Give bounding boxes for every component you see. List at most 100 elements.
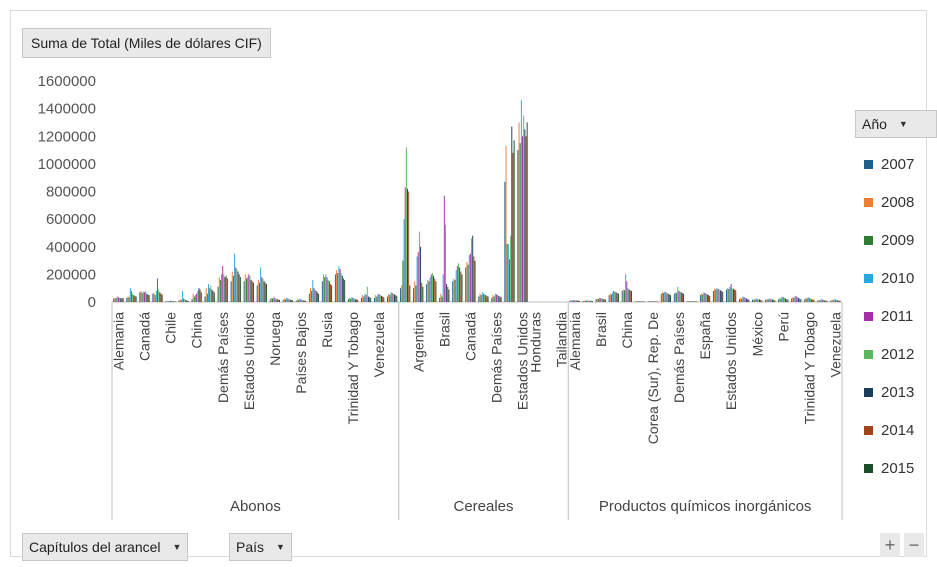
bar-productos-Brasil-2013 (602, 298, 604, 302)
y-tick-label: 800000 (46, 184, 96, 201)
value-field-button[interactable]: Suma de Total (Miles de dólares CIF) (22, 28, 271, 58)
bar-abonos-cat-2008 (336, 270, 338, 302)
bar-abonos-cat-2008 (309, 288, 311, 302)
bar-productos-Venezuela-2010 (833, 299, 835, 302)
x-tick-label: Demás Países (671, 312, 687, 403)
legend-swatch (864, 425, 873, 435)
collapse-button[interactable]: − (904, 533, 924, 557)
legend-label: 2013 (881, 383, 915, 401)
bar-abonos-cat-2011 (313, 288, 315, 302)
bar-productos-Trinidad Y Tobago-2013 (811, 299, 813, 302)
bar-abonos-cat-2013 (133, 295, 135, 302)
x-tick-label: Brasil (436, 312, 452, 347)
x-tick-label: Estados Unidos (723, 312, 739, 410)
bar-abonos-Demás Países-2008 (218, 277, 220, 302)
capitulos-filter-button[interactable]: Capítulos del arancel ▼ (22, 533, 189, 561)
bar-productos-Trinidad Y Tobago-2008 (805, 297, 807, 302)
bar-productos-cat-2012 (640, 301, 642, 302)
bar-cereales-cat-2007 (400, 288, 402, 302)
bar-productos-España-2011 (704, 293, 706, 302)
bar-productos-cat-2011 (717, 288, 719, 302)
y-tick-label: 200000 (46, 266, 96, 283)
x-tick-label: Demás Países (489, 312, 505, 403)
bar-abonos-China-2015 (200, 292, 202, 302)
bar-abonos-cat-2009 (206, 293, 208, 302)
bar-cereales-cat-2007 (478, 296, 480, 302)
bar-cereales-Estados Unidos-2013 (524, 129, 526, 302)
bar-abonos-Países Bajos-2010 (299, 298, 301, 302)
bar-productos-cat-2012 (744, 297, 746, 302)
bar-abonos-cat-2011 (235, 267, 237, 302)
bar-productos-Estados Unidos-2014 (734, 289, 736, 302)
bar-cereales-cat-2009 (402, 260, 404, 302)
bar-productos-Perú-2011 (782, 297, 784, 302)
bar-abonos-cat-2013 (263, 281, 265, 302)
bar-productos-Corea (Sur), Rep. De-2014 (655, 301, 657, 302)
expand-button[interactable]: + (880, 533, 900, 557)
bar-abonos-Canadá-2008 (140, 290, 142, 302)
bar-productos-Alemania-2014 (577, 300, 579, 302)
bar-abonos-cat-2015 (187, 300, 189, 302)
bar-cereales-Brasil-2014 (447, 286, 449, 302)
legend-field-button[interactable]: Año ▼ (855, 110, 937, 138)
bar-productos-España-2013 (706, 294, 708, 302)
bar-productos-Perú-2015 (787, 299, 789, 302)
bar-cereales-cat-2012 (510, 235, 512, 302)
bar-abonos-cat-2009 (259, 282, 260, 302)
y-tick-label: 1400000 (38, 101, 96, 118)
dropdown-arrow-icon: ▼ (172, 542, 182, 552)
bar-cereales-cat-2008 (427, 279, 429, 302)
bar-cereales-cat-2011 (456, 266, 458, 302)
bar-productos-cat-2011 (795, 296, 797, 302)
bar-cereales-cat-2014 (486, 295, 488, 302)
bar-productos-Perú-2009 (780, 298, 782, 302)
bar-productos-Estados Unidos-2011 (730, 284, 732, 302)
bar-productos-Estados Unidos-2008 (727, 288, 729, 302)
bar-cereales-Argentina-2012 (418, 231, 420, 302)
bar-cereales-Demás Países-2013 (498, 295, 500, 302)
bar-productos-cat-2015 (774, 300, 776, 302)
legend-item-2009: 2009 (864, 221, 914, 259)
legend-item-2011: 2011 (864, 297, 914, 335)
bar-productos-cat-2009 (715, 289, 717, 302)
bar-abonos-Rusia-2007 (321, 281, 323, 302)
bar-abonos-cat-2015 (370, 297, 372, 302)
bar-productos-cat-2008 (792, 297, 794, 302)
bar-productos-Demás Países-2008 (674, 292, 676, 302)
bar-productos-cat-2009 (741, 298, 743, 302)
dropdown-arrow-icon: ▼ (276, 542, 285, 552)
bar-cereales-cat-2007 (504, 181, 506, 302)
x-tick-label: China (189, 312, 205, 349)
bar-cereales-Canadá-2008 (466, 261, 468, 302)
bar-productos-Estados Unidos-2007 (725, 289, 727, 302)
bar-abonos-Países Bajos-2011 (300, 299, 302, 302)
bar-abonos-cat-2013 (341, 275, 343, 302)
bar-productos-Alemania-2010 (573, 300, 574, 302)
bar-abonos-Estados Unidos-2010 (247, 277, 249, 302)
bar-cereales-cat-2009 (506, 243, 508, 302)
bar-abonos-cat-2010 (286, 297, 288, 302)
legend-item-2007: 2007 (864, 145, 914, 183)
bar-cereales-Estados Unidos-2009 (519, 143, 521, 302)
bar-cereales-cat-2013 (459, 267, 461, 302)
bar-abonos-cat-2008 (257, 279, 259, 302)
bar-abonos-cat-2011 (183, 298, 185, 302)
bar-productos-cat-2012 (588, 300, 590, 302)
bar-abonos-Alemania-2015 (122, 297, 124, 302)
x-tick-label: Noruega (267, 312, 283, 366)
bar-productos-cat-2010 (820, 299, 822, 302)
bar-productos-cat-2008 (688, 301, 689, 302)
bar-abonos-Chile-2015 (174, 301, 176, 302)
legend-item-2008: 2008 (864, 183, 914, 221)
bar-cereales-Demás Países-2014 (499, 296, 501, 302)
pais-filter-button[interactable]: País ▼ (229, 533, 292, 561)
bar-abonos-Estados Unidos-2007 (243, 281, 245, 302)
bar-productos-Alemania-2007 (569, 300, 571, 302)
x-tick-label: Trinidad Y Tobago (801, 312, 817, 425)
bar-productos-cat-2015 (670, 295, 672, 302)
bar-abonos-cat-2008 (127, 296, 129, 302)
bar-cereales-cat-2015 (487, 296, 489, 302)
bar-cereales-cat-2015 (435, 281, 437, 302)
bar-productos-cat-2010 (742, 296, 744, 302)
x-tick-label: España (697, 312, 713, 360)
